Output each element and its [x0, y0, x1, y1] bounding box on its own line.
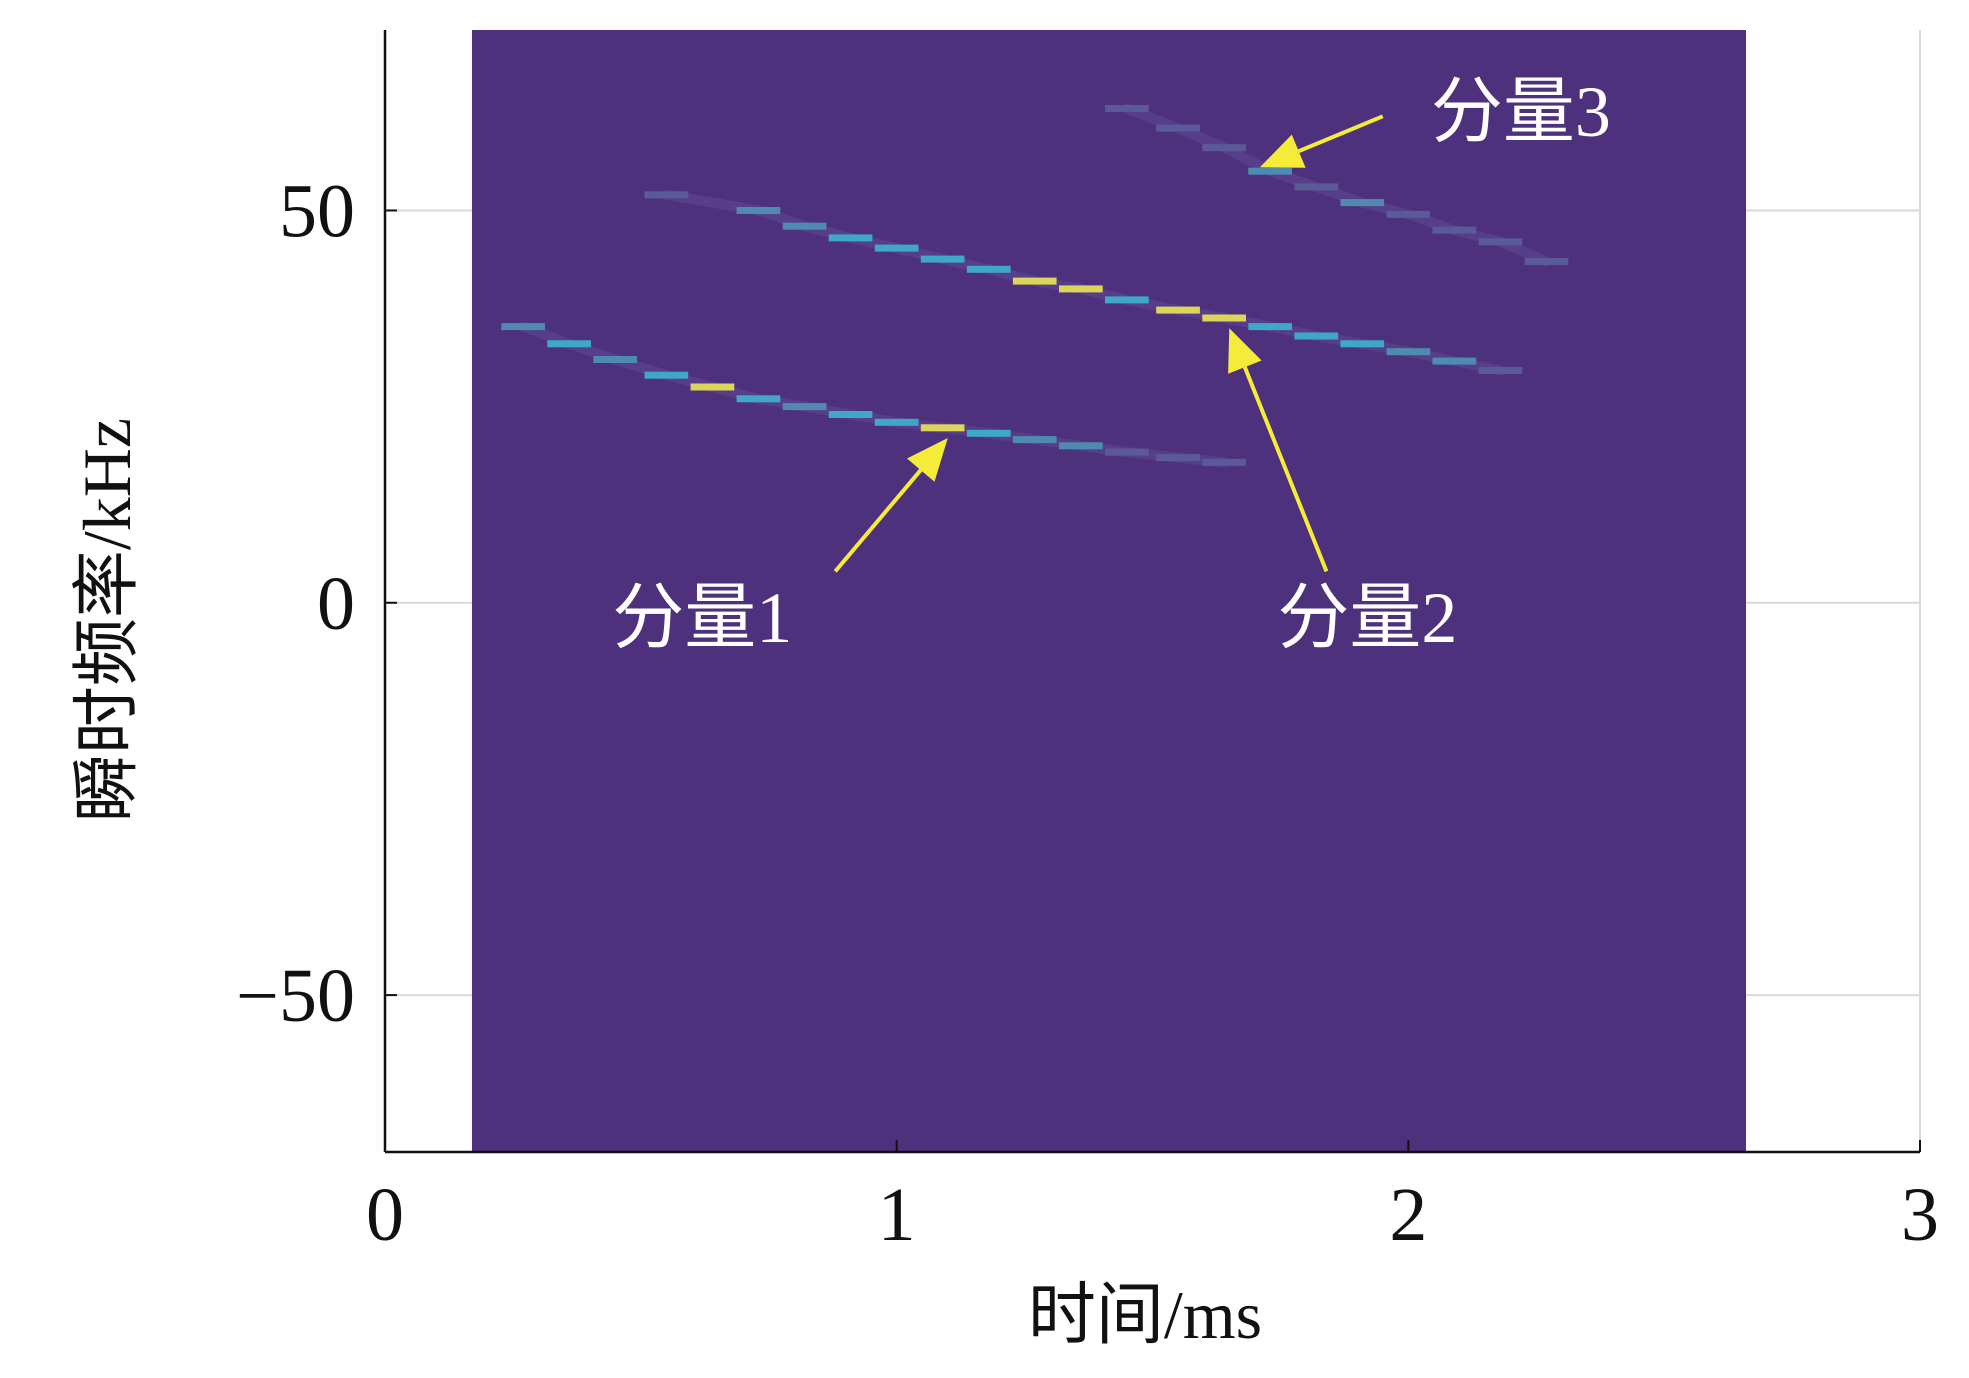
annotation-arrow-shaft-1	[833, 468, 923, 573]
trace-segment-3	[1105, 105, 1149, 112]
trace-segment-1	[874, 418, 919, 426]
annotations: 分量1 分量2 分量3	[612, 72, 1611, 658]
trace-segment-2	[1156, 306, 1200, 314]
trace-segment-1	[1012, 436, 1057, 444]
trace-segment-3	[1294, 183, 1339, 191]
annotation-arrow-head-1	[907, 438, 948, 482]
trace-segment-2	[1294, 332, 1339, 340]
annotation-label-1: 分量1	[612, 578, 792, 658]
trace-segment-3	[1386, 210, 1431, 218]
annotation-arrow-head-3	[1259, 134, 1306, 168]
trace-halo-1	[518, 321, 1230, 468]
trace-segment-2	[1432, 357, 1477, 365]
trace-segment-1	[1156, 454, 1200, 462]
trace-segment-1	[1105, 448, 1149, 456]
trace-segment-1	[690, 383, 735, 391]
trace-halo-3	[1121, 103, 1552, 267]
y-axis-label: 瞬时频率/kHz	[69, 418, 145, 822]
trace-segment-2	[736, 207, 781, 214]
trace-segment-1	[1059, 442, 1103, 450]
heatmap-background	[471, 30, 1747, 1152]
annotation-arrow-shaft-3	[1297, 114, 1384, 154]
trace-segment-1	[966, 429, 1011, 437]
trace-segment-2	[1478, 367, 1523, 374]
trace-segment-2	[1202, 314, 1246, 322]
trace-segment-2	[644, 191, 689, 199]
component-traces	[501, 103, 1569, 468]
annotation-label-3: 分量3	[1431, 72, 1611, 152]
trace-segment-2	[1012, 277, 1057, 285]
trace-segment-2	[1340, 340, 1385, 348]
x-tick-label: 0	[366, 1173, 404, 1257]
trace-segment-3	[1524, 258, 1569, 265]
trace-segment-1	[828, 411, 873, 418]
trace-segment-1	[1202, 458, 1246, 466]
trace-segment-3	[1156, 124, 1200, 132]
annotation-label-2: 分量2	[1277, 578, 1457, 658]
trace-segment-2	[966, 265, 1011, 273]
tick-labels: 0 1 2 3 50 0 −50	[236, 169, 1939, 1257]
trace-segment-2	[1059, 285, 1103, 293]
y-tick-label: 0	[317, 562, 355, 646]
trace-segment-2	[1386, 348, 1431, 356]
trace-segment-1	[736, 395, 781, 403]
y-tick-label: −50	[236, 954, 355, 1038]
trace-segment-2	[1105, 296, 1149, 304]
annotation-arrow-shaft-2	[1242, 366, 1329, 573]
trace-segment-2	[782, 222, 827, 230]
trace-segment-3	[1202, 144, 1246, 152]
x-tick-label: 2	[1389, 1173, 1427, 1257]
trace-segment-1	[644, 371, 689, 379]
trace-segment-1	[920, 424, 965, 432]
y-tick-label: 50	[279, 169, 355, 253]
trace-segment-3	[1248, 167, 1292, 175]
axes	[383, 30, 1921, 1154]
x-tick-label: 1	[878, 1173, 916, 1257]
trace-segment-3	[1340, 199, 1385, 207]
trace-segment-2	[920, 255, 965, 263]
trace-segment-2	[1248, 323, 1292, 331]
trace-segment-1	[593, 356, 638, 363]
trace-segment-1	[782, 403, 827, 411]
trace-segment-2	[874, 244, 919, 252]
trace-segment-1	[501, 323, 545, 331]
trace-segment-3	[1432, 226, 1477, 234]
x-tick-label: 3	[1901, 1173, 1939, 1257]
x-axis-label: 时间/ms	[1028, 1277, 1262, 1353]
trace-segment-1	[547, 340, 591, 348]
trace-segment-3	[1478, 238, 1523, 246]
annotation-arrow-head-2	[1228, 328, 1262, 374]
trace-segment-2	[828, 234, 873, 242]
